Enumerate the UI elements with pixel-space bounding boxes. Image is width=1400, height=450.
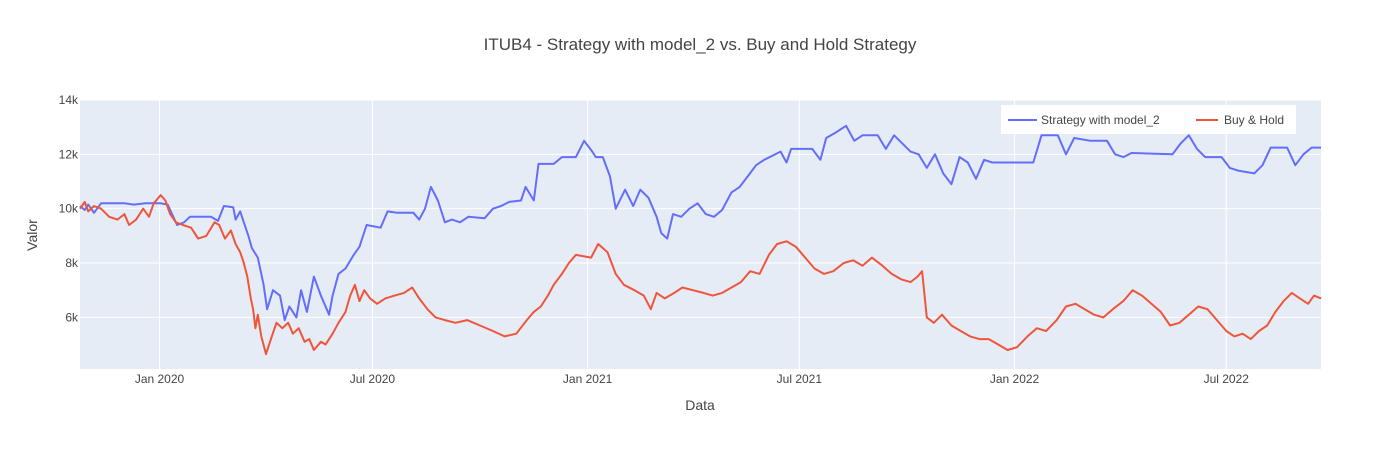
x-tick-label: Jul 2020 bbox=[350, 372, 396, 386]
x-axis-ticks: Jan 2020 Jul 2020 Jan 2021 Jul 2021 Jan 2022… bbox=[135, 372, 1249, 386]
x-tick-label: Jul 2022 bbox=[1204, 372, 1250, 386]
y-tick-label: 12k bbox=[59, 147, 79, 161]
legend-box bbox=[1001, 105, 1296, 134]
y-tick-label: 6k bbox=[65, 310, 79, 324]
y-axis-title: Valor bbox=[24, 219, 40, 251]
x-axis-title: Data bbox=[685, 397, 715, 413]
y-tick-label: 10k bbox=[59, 202, 79, 216]
y-axis-ticks: 6k 8k 10k 12k 14k bbox=[59, 93, 79, 324]
series-lines bbox=[79, 124, 1322, 356]
x-tick-label: Jan 2020 bbox=[135, 372, 185, 386]
series-line-buy-hold bbox=[79, 194, 1322, 356]
x-tick-label: Jan 2022 bbox=[990, 372, 1040, 386]
legend-label-strategy[interactable]: Strategy with model_2 bbox=[1041, 113, 1160, 127]
y-tick-label: 8k bbox=[65, 256, 79, 270]
legend[interactable]: Strategy with model_2 Buy & Hold bbox=[1001, 105, 1296, 134]
series-line-strategy bbox=[79, 124, 1321, 322]
y-tick-label: 14k bbox=[59, 93, 79, 107]
x-tick-label: Jul 2021 bbox=[777, 372, 823, 386]
plot-area bbox=[80, 100, 1321, 369]
x-tick-label: Jan 2021 bbox=[563, 372, 613, 386]
chart-title: ITUB4 - Strategy with model_2 vs. Buy an… bbox=[484, 35, 917, 54]
legend-label-buy-hold[interactable]: Buy & Hold bbox=[1224, 113, 1284, 127]
